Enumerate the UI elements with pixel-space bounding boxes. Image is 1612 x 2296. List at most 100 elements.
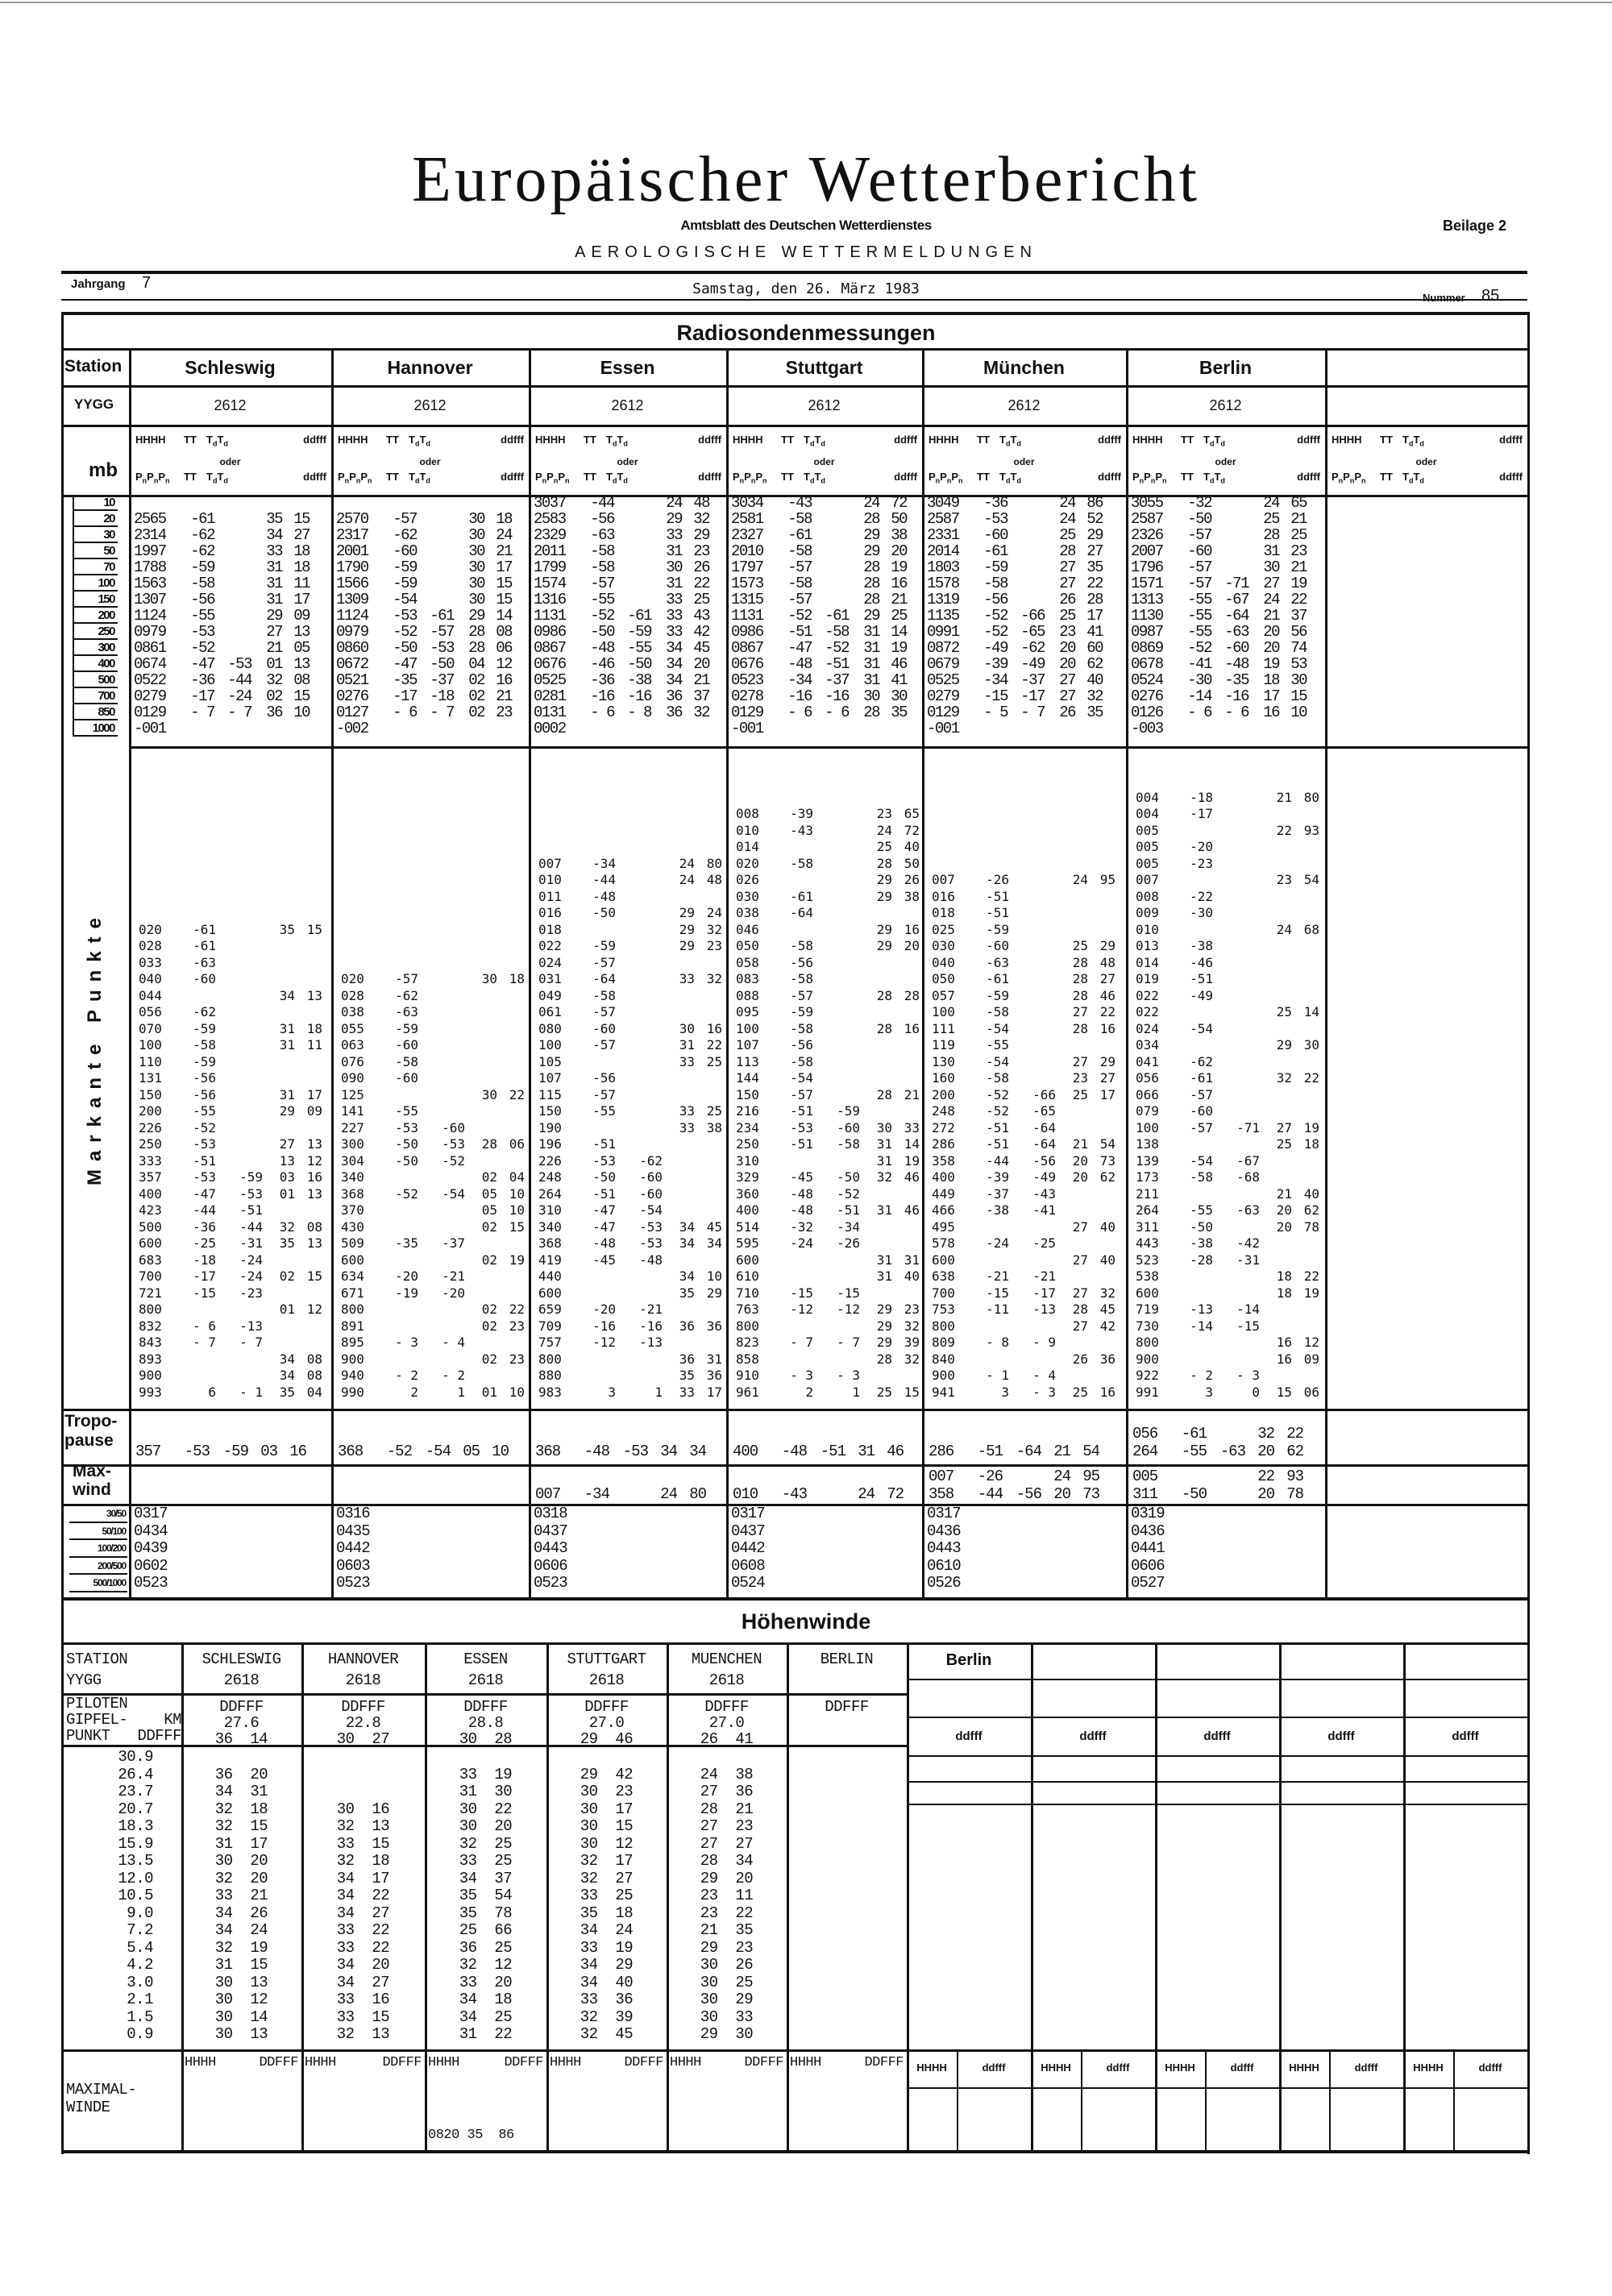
header-td: T <box>617 471 624 483</box>
height-value: 1124 <box>134 607 167 625</box>
wind-speed-value: 25 <box>693 591 710 608</box>
maxwind-row: 010 -43 24 72 <box>733 1485 916 1503</box>
height-value: 1566 <box>336 575 369 592</box>
wind-direction-value: 22 <box>1276 822 1292 838</box>
number-label: Nummer <box>1423 292 1465 304</box>
pressure-value: 961 <box>736 1384 759 1400</box>
dewpoint-value <box>1213 971 1260 988</box>
header-tdtd: TdTd <box>804 434 852 448</box>
header-td-sub: d <box>1220 476 1225 485</box>
marked-point-row: 216 -51 -59 <box>736 1103 916 1120</box>
dewpoint-value <box>1008 720 1045 737</box>
pressure-value: 991 <box>1136 1384 1159 1400</box>
dewpoint-value <box>616 988 663 1005</box>
pressure-value: 500 <box>139 1219 162 1235</box>
marked-point-row: 004 -17 <box>1136 806 1319 823</box>
temperature-value: -56 <box>193 1086 216 1102</box>
wind-speed-value <box>1088 1268 1116 1285</box>
temperature-value: 6 <box>208 1384 216 1400</box>
wind-direction-value <box>860 1103 892 1120</box>
marked-points-list <box>1335 749 1521 1401</box>
temperature-value: -39 <box>790 806 813 821</box>
thickness-value: 0441 <box>1131 1539 1165 1557</box>
pressure-value: 049 <box>538 987 562 1003</box>
standard-level-row: 1796 -57 30 21 <box>1131 559 1308 575</box>
dewpoint-value <box>813 1037 860 1054</box>
dewpoint-value <box>813 856 860 873</box>
hhhh-label: HHHH <box>790 2055 821 2070</box>
wind-value: 34 24 <box>214 1921 268 1939</box>
pressure-value: 125 <box>341 1086 364 1102</box>
temperature-value <box>381 495 417 511</box>
wind-direction-value: 27 <box>1072 1318 1088 1334</box>
height-value: 2327 <box>731 526 764 544</box>
wind-direction-value: 29 <box>876 1318 892 1334</box>
marked-point-row: 880 35 36 <box>538 1368 722 1385</box>
pressure-value: 910 <box>736 1368 759 1383</box>
wind-direction-value: 28 <box>863 704 880 721</box>
dewpoint-value <box>1009 889 1056 906</box>
standard-level-row: 1573 -58 28 16 <box>731 575 908 592</box>
pressure-value: 018 <box>538 921 562 937</box>
pressure-level-label: 400 <box>73 656 118 672</box>
header-td-sub: d <box>1419 476 1424 485</box>
wind-direction-value: 25 <box>1059 526 1076 544</box>
summit-height: 27.0 <box>588 1714 625 1732</box>
marked-point-row: 141 -55 <box>341 1103 522 1120</box>
wind-speed-value: 13 <box>306 987 322 1003</box>
marked-point-row: 900- 1- 4 <box>932 1368 1120 1385</box>
thickness-value: 0443 <box>927 1539 962 1557</box>
marked-point-row: 044 34 13 <box>139 988 325 1005</box>
header-p: P <box>360 471 368 483</box>
grid-line-horizontal <box>61 1409 1530 1411</box>
wind-speed-value: 31 <box>904 1252 920 1268</box>
temperature-value: -58 <box>1190 1169 1213 1185</box>
wind-direction-value <box>663 988 695 1005</box>
wind-speed-value: 21 <box>496 542 513 560</box>
dewpoint-value: - 8 <box>627 704 652 721</box>
wind-speed-value: 23 <box>1290 542 1307 560</box>
thickness-value: 0317 <box>927 1505 962 1522</box>
wind-direction-value: 30 <box>863 687 880 705</box>
dewpoint-value: -65 <box>1020 623 1045 641</box>
marked-point-row: 941 3- 3 25 16 <box>932 1385 1120 1401</box>
standard-level-row: -001 <box>731 720 907 737</box>
wind-speed-value <box>497 1054 525 1071</box>
height-value: 0860 <box>336 639 369 657</box>
summit-block: DDFFF 27.6 36 14 <box>181 1699 301 1747</box>
column-header: HHHH TT TdTd ddfff oder PnPnPn TT TdTd ddfff <box>1126 429 1325 493</box>
wind-speed-value: 16 <box>1099 1020 1116 1036</box>
ddfff-label: DDFFF <box>382 2055 422 2070</box>
hhhh-label: HHHH <box>550 2055 581 2070</box>
wind-value: 30 22 <box>459 1800 513 1818</box>
height-value: 0129 <box>134 704 167 721</box>
height-value: 0002 <box>534 720 567 737</box>
wind-direction-value: 31 <box>679 1037 695 1053</box>
marked-point-row: 753 -11 -13 28 45 <box>932 1302 1120 1318</box>
tropopause-label: Tropo- pause <box>64 1412 118 1450</box>
temperature-value: -57 <box>1190 1119 1213 1136</box>
marked-points-list: 007 -26 24 95 016 -51 018 -51 025 -59 030 -60 25 29 04… <box>932 749 1120 1401</box>
pressure-value: 111 <box>932 1020 955 1036</box>
pressure-value: 066 <box>1136 1086 1159 1102</box>
maxwind-values <box>338 1467 522 1503</box>
wind-speed-value: 15 <box>293 687 310 705</box>
dewpoint-value <box>418 1219 465 1236</box>
maxwind-row: 005 22 93 <box>1132 1468 1319 1485</box>
temperature-value: -36 <box>590 671 615 689</box>
wind-speed-value: 15 <box>306 1268 322 1284</box>
height-value: 0986 <box>534 623 567 641</box>
temperature-value: -58 <box>790 938 813 953</box>
dewpoint-value: - 6 <box>825 704 850 721</box>
summit-wind: 30 27 <box>336 1730 390 1748</box>
wind-direction-value <box>1260 806 1292 823</box>
pressure-value: 079 <box>1136 1103 1159 1119</box>
wind-direction-value: 28 <box>1263 526 1280 544</box>
temperature-value: -59 <box>592 938 616 953</box>
marked-point-row: 113 -58 <box>736 1054 916 1071</box>
tropopause-field: 34 <box>689 1443 707 1460</box>
marked-point-row: 190 33 38 <box>538 1120 722 1137</box>
pressure-value: 031 <box>538 971 562 986</box>
temperature-value: -49 <box>983 639 1008 657</box>
wind-value: 32 45 <box>580 2025 634 2043</box>
